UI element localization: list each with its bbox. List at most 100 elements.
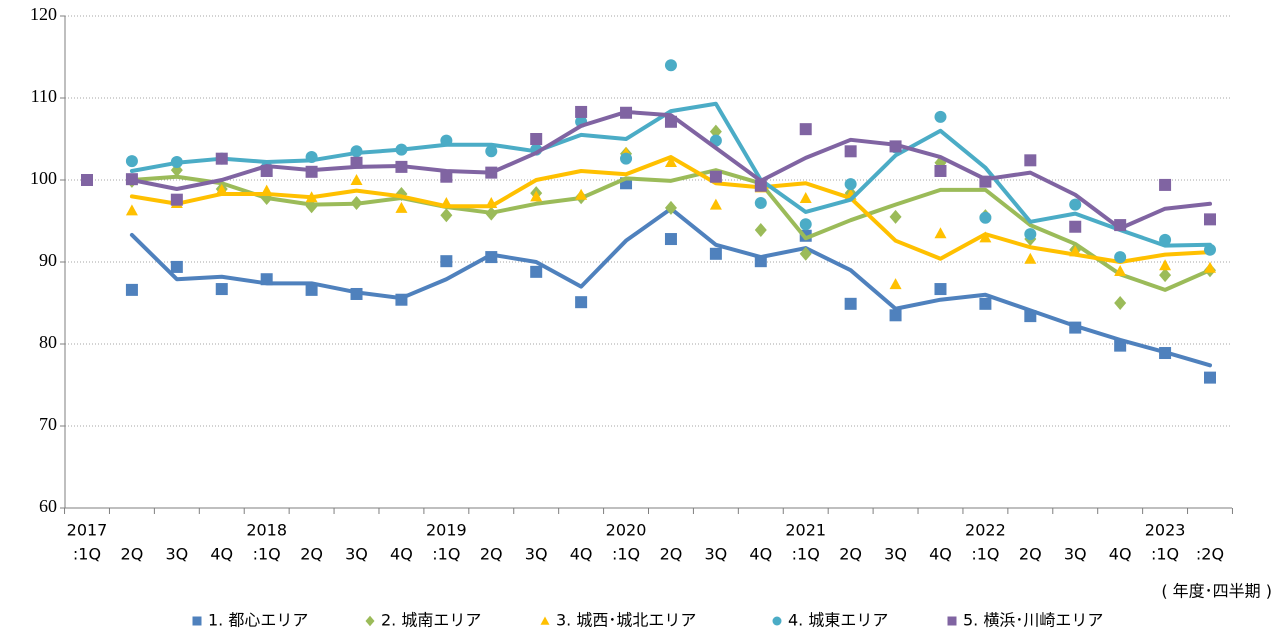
x-tick-label: :1Q	[971, 545, 999, 564]
marker	[485, 196, 498, 208]
trend-line	[129, 168, 1212, 292]
marker	[709, 170, 722, 183]
marker	[1069, 198, 1082, 211]
marker	[1114, 219, 1127, 232]
marker	[215, 152, 228, 165]
x-tick-label: :1Q	[612, 545, 640, 564]
marker	[1159, 259, 1172, 271]
x-year-label: 2022	[965, 521, 1006, 540]
x-tick-label: 2Q	[839, 545, 862, 564]
marker	[1024, 228, 1037, 241]
marker	[754, 179, 767, 192]
x-tick-label: 2Q	[480, 545, 503, 564]
marker	[1159, 233, 1172, 246]
x-axis-label: ( 年度･四半期 )	[1161, 582, 1272, 601]
x-tick-label: :1Q	[792, 545, 820, 564]
marker	[1024, 154, 1037, 167]
marker	[1114, 251, 1127, 264]
marker	[260, 273, 273, 286]
marker	[844, 178, 857, 191]
marker	[844, 145, 857, 158]
marker	[125, 204, 138, 216]
marker	[305, 151, 318, 164]
marker	[1024, 310, 1037, 323]
x-tick-label: 3Q	[525, 545, 548, 564]
marker	[1204, 371, 1216, 384]
marker	[350, 287, 363, 300]
marker	[664, 59, 677, 72]
x-tick-label: 2Q	[1019, 545, 1042, 564]
x-tick-label: 3Q	[704, 545, 727, 564]
marker	[934, 283, 947, 296]
marker	[1114, 339, 1127, 352]
legend-label: 2. 城南エリア	[381, 611, 481, 630]
marker	[350, 145, 363, 158]
marker	[170, 155, 183, 168]
marker	[664, 200, 677, 215]
x-year-label: 2020	[606, 521, 647, 540]
marker	[81, 174, 93, 186]
y-tick-label: 80	[39, 332, 57, 352]
marker	[395, 201, 408, 213]
marker	[1069, 220, 1082, 233]
marker	[440, 134, 453, 147]
legend-label: 3. 城西･城北エリア	[556, 611, 696, 630]
marker	[125, 155, 138, 168]
marker	[395, 143, 408, 156]
y-tick-label: 120	[30, 4, 57, 24]
marker	[170, 260, 183, 273]
legend-marker	[540, 616, 550, 625]
marker	[215, 183, 228, 195]
marker	[709, 247, 722, 260]
marker	[305, 199, 318, 214]
legend-marker	[772, 616, 782, 626]
marker	[934, 164, 947, 177]
marker	[1159, 178, 1172, 191]
marker	[979, 175, 992, 188]
marker	[440, 170, 453, 183]
y-tick-label: 60	[39, 496, 57, 516]
x-year-label: 2019	[426, 521, 467, 540]
marker	[709, 198, 722, 210]
x-year-label: 2021	[785, 521, 826, 540]
marker	[125, 283, 138, 296]
x-tick-label: 2Q	[660, 545, 683, 564]
x-tick-label: 3Q	[165, 545, 188, 564]
marker	[934, 110, 947, 123]
marker	[350, 156, 363, 169]
x-tick-label: 3Q	[1064, 545, 1087, 564]
marker	[1069, 245, 1082, 257]
marker	[799, 218, 812, 231]
marker	[844, 297, 857, 310]
x-tick-label: 4Q	[570, 545, 593, 564]
marker	[170, 193, 183, 206]
marker	[1114, 296, 1127, 310]
x-year-label: 2017	[67, 521, 108, 540]
marker	[889, 278, 902, 290]
marker	[979, 231, 992, 243]
marker	[799, 192, 812, 204]
marker	[305, 283, 318, 296]
marker	[620, 152, 633, 165]
marker	[125, 173, 138, 186]
x-tick-label: 4Q	[1109, 545, 1132, 564]
marker	[440, 196, 453, 208]
marker	[1024, 252, 1037, 264]
marker	[1204, 261, 1216, 273]
marker	[664, 155, 677, 167]
marker	[260, 184, 273, 196]
marker	[664, 115, 677, 128]
marker	[889, 140, 902, 153]
marker	[799, 123, 812, 136]
marker	[530, 265, 543, 278]
x-tick-label: :2Q	[1196, 545, 1224, 564]
marker	[754, 196, 767, 209]
marker	[485, 251, 498, 264]
marker	[530, 190, 543, 202]
marker	[350, 174, 363, 185]
x-tick-label: :1Q	[73, 545, 101, 564]
marker	[1204, 213, 1216, 226]
marker	[754, 223, 767, 238]
marker	[979, 297, 992, 310]
marker	[485, 206, 498, 221]
